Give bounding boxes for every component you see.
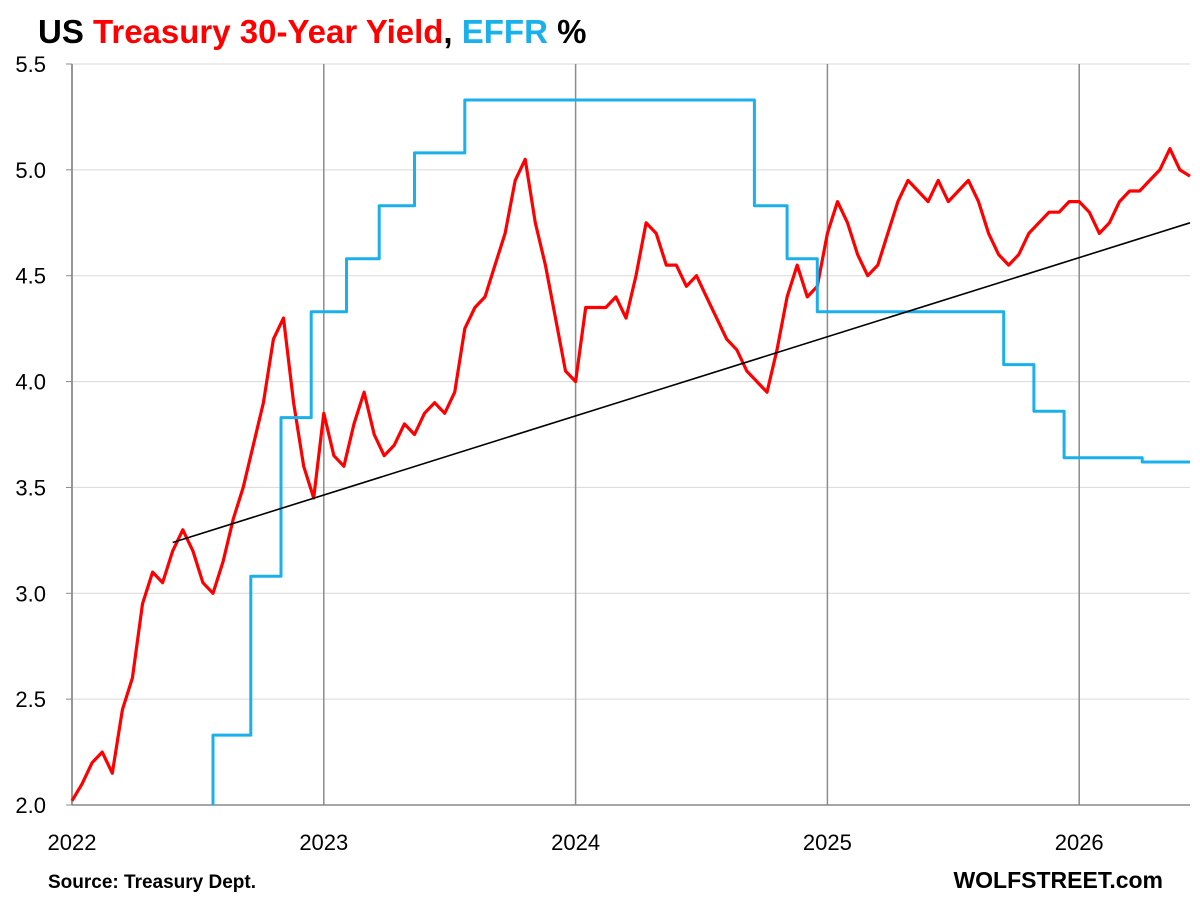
x-tick-label: 2024 xyxy=(551,830,600,855)
grid xyxy=(71,63,1190,806)
x-tick-label: 2026 xyxy=(1055,830,1104,855)
y-axis-ticks: 2.0 2.5 3.0 3.5 4.0 4.5 5.0 5.5 xyxy=(15,52,72,818)
y-tick-label: 3.0 xyxy=(15,581,46,606)
y-tick-label: 4.0 xyxy=(15,370,46,395)
title-part-0: US xyxy=(38,13,93,50)
source-label: Source: Treasury Dept. xyxy=(48,872,256,893)
x-tick-label: 2022 xyxy=(48,830,97,855)
chart-title: US Treasury 30-Year Yield, EFFR % xyxy=(38,13,586,50)
y-tick-label: 5.5 xyxy=(15,52,46,77)
title-part-2: , xyxy=(443,13,461,50)
y-tick-label: 5.0 xyxy=(15,158,46,183)
credit-label: WOLFSTREET.com xyxy=(953,867,1163,893)
title-part-3: EFFR xyxy=(462,13,548,50)
trend-line xyxy=(172,222,1191,544)
title-part-4: % xyxy=(548,13,587,50)
x-axis-ticks: 2022 2023 2024 2025 2026 xyxy=(48,830,1104,855)
y-tick-label: 2.0 xyxy=(15,793,46,818)
title-part-1: Treasury 30-Year Yield xyxy=(93,13,443,50)
x-tick-label: 2023 xyxy=(299,830,348,855)
effr-line xyxy=(211,98,1190,805)
y-tick-label: 2.5 xyxy=(15,687,46,712)
series-lines xyxy=(70,98,1191,805)
treasury-30y-yield-line xyxy=(70,147,1191,802)
x-tick-label: 2025 xyxy=(803,830,852,855)
y-tick-label: 4.5 xyxy=(15,264,46,289)
y-tick-label: 3.5 xyxy=(15,475,46,500)
